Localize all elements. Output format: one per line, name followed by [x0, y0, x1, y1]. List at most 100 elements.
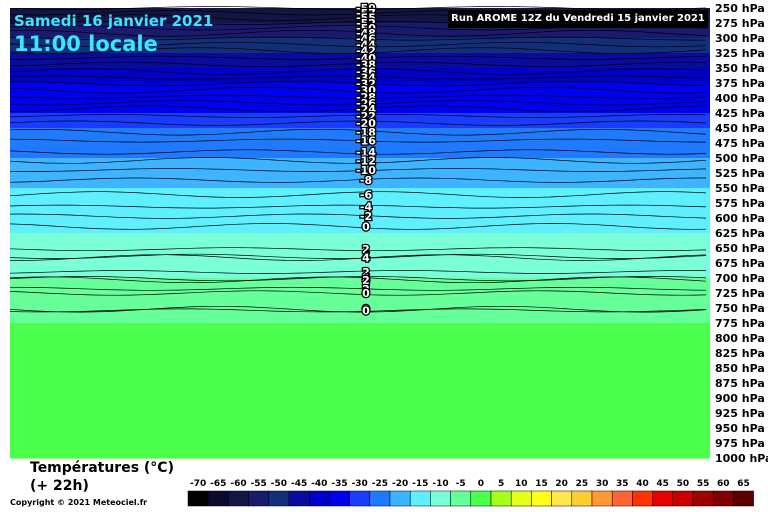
run-info-badge: Run AROME 12Z du Vendredi 15 janvier 202…: [448, 10, 708, 28]
temperature-band: [10, 338, 710, 354]
contour-line: [9, 47, 707, 54]
colorbar-swatch: [430, 490, 451, 507]
colorbar-swatch: [692, 490, 714, 507]
temperature-band: [10, 293, 710, 309]
temperature-band: [10, 428, 710, 444]
colorbar-tick-label: -60: [230, 479, 246, 489]
pressure-level-label: 875 hPa: [715, 377, 765, 390]
contour-line: [9, 6, 707, 10]
contour-label: 2: [362, 274, 370, 287]
colorbar-tick-label: -55: [251, 479, 267, 489]
colorbar-tick-label: -50: [271, 479, 287, 489]
colorbar-swatch: [409, 490, 431, 507]
colorbar-tick-label: -35: [331, 479, 347, 489]
contour-line: [9, 305, 707, 313]
contour-label: -6: [360, 189, 373, 202]
copyright: Copyright © 2021 Meteociel.fr: [10, 498, 148, 507]
contour-label: -4: [360, 201, 373, 214]
contour-label: -30: [356, 84, 376, 97]
colorbar-tick-label: -5: [456, 479, 466, 489]
temperature-band: [10, 188, 710, 204]
temperature-band: [10, 53, 710, 69]
pressure-level-label: 800 hPa: [715, 332, 765, 345]
contour-label: -57: [356, 7, 376, 20]
contour-label: 0: [362, 304, 370, 317]
temperature-band: [10, 443, 710, 459]
contour-line: [9, 86, 707, 94]
forecast-time: 11:00 locale: [14, 32, 158, 56]
contour-line: [9, 100, 707, 106]
contour-line: [10, 55, 707, 60]
colorbar-swatch: [389, 490, 411, 507]
colorbar-swatch: [470, 490, 492, 507]
contour-label: 2: [362, 266, 370, 279]
contour-label: 4: [362, 252, 370, 265]
temperature-band: [10, 308, 710, 324]
forecast-date: Samedi 16 janvier 2021: [14, 12, 214, 30]
colorbar-swatch: [288, 490, 310, 507]
contour-label: -48: [356, 27, 376, 40]
contour-line: [9, 223, 707, 230]
colorbar-swatch: [268, 490, 290, 507]
contour-line: [9, 276, 707, 282]
temperature-band: [10, 68, 710, 84]
temperature-band: [10, 383, 710, 399]
temperature-band: [10, 143, 710, 159]
colorbar-swatch: [611, 490, 633, 507]
contour-line: [10, 81, 707, 87]
colorbar-tick-label: -40: [311, 479, 327, 489]
temperature-band: [10, 233, 710, 249]
temperature-band: [10, 353, 710, 369]
contour-line: [9, 61, 707, 67]
temperature-band: [10, 83, 710, 99]
colorbar-swatch: [308, 490, 330, 507]
temperature-band: [10, 218, 710, 234]
pressure-level-label: 300 hPa: [715, 32, 765, 45]
colorbar: -70 -65 -60 -55 -50 -45 -40 -35 -30 -25 -20 -15 -10-…: [187, 479, 754, 507]
contour-label: -8: [360, 174, 372, 187]
pressure-level-label: 550 hPa: [715, 182, 765, 195]
contour-label: -38: [356, 58, 376, 71]
colorbar-swatch: [207, 490, 229, 507]
contour-line: [9, 247, 707, 252]
colorbar-tick-label: -15: [412, 479, 428, 489]
pressure-level-label: 325 hPa: [715, 47, 765, 60]
pressure-level-label: 625 hPa: [715, 227, 765, 240]
contour-label: -46: [356, 33, 376, 46]
pressure-level-label: 950 hPa: [715, 422, 765, 435]
colorbar-swatch: [571, 490, 593, 507]
colorbar-swatch: [228, 490, 249, 507]
contour-label: 4: [362, 250, 370, 263]
contour-line: [10, 254, 707, 261]
temperature-band: [10, 413, 710, 429]
pressure-level-label: 1000 hPa: [715, 452, 768, 465]
pressure-level-label: 425 hPa: [715, 107, 765, 120]
pressure-axis-labels: 250 hPa 275 hPa 300 hPa 325 hPa 350 hPa 375 h…: [715, 2, 768, 465]
colorbar-tick-label: 40: [636, 479, 649, 489]
colorbar-tick-label: 50: [677, 479, 690, 489]
pressure-level-label: 400 hPa: [715, 92, 765, 105]
contour-line: [9, 276, 707, 284]
temperature-band: [10, 368, 710, 384]
colorbar-swatch: [510, 490, 532, 507]
contour-label: -22: [356, 110, 376, 123]
forecast-offset: (+ 22h): [30, 478, 89, 494]
contour-line: [9, 75, 707, 80]
pressure-level-label: 850 hPa: [715, 362, 765, 375]
colorbar-swatch: [450, 490, 472, 507]
colorbar-tick-label: 15: [535, 479, 548, 489]
contour-label: -32: [356, 78, 376, 91]
pressure-level-label: 250 hPa: [715, 2, 765, 15]
pressure-level-label: 500 hPa: [715, 152, 765, 165]
contour-label: -28: [356, 91, 376, 104]
colorbar-tick-label: -25: [372, 479, 388, 489]
pressure-level-label: 700 hPa: [715, 272, 765, 285]
colorbar-tick-label: -20: [392, 479, 408, 489]
temperature-band: [10, 398, 710, 414]
pressure-level-label: 925 hPa: [715, 407, 765, 420]
colorbar-swatch: [349, 490, 371, 507]
pressure-level-label: 375 hPa: [715, 77, 765, 90]
colorbar-tick-label: 35: [616, 479, 629, 489]
contour-line: [9, 157, 707, 164]
